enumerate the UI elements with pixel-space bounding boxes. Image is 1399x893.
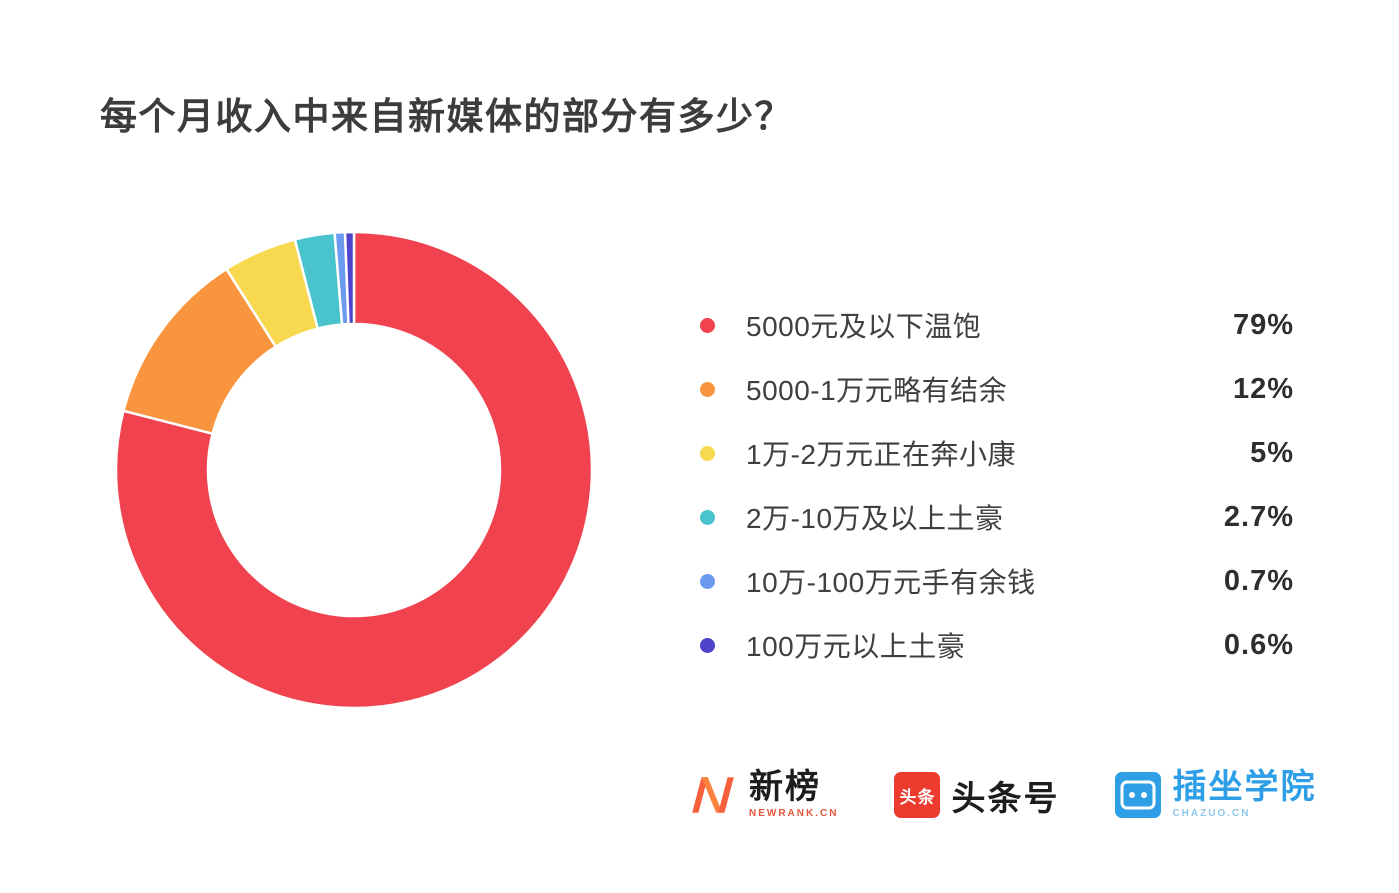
legend-item-2: 1万-2万元正在奔小康 5% [700, 421, 1294, 485]
legend-label: 100万元以上土豪 [746, 631, 966, 662]
toutiao-badge-icon: 头条 [894, 772, 941, 818]
legend-label: 5000元及以下温饱 [746, 311, 982, 342]
chazuo-face-icon [1115, 772, 1162, 818]
legend-dot [700, 317, 715, 333]
toutiao-text: 头条号 [951, 779, 1060, 818]
chazuo-logo: 插坐学院 CHAZUO.CN [1115, 770, 1316, 819]
legend-value: 2.7% [1223, 500, 1294, 533]
legend-value: 0.7% [1223, 564, 1294, 597]
legend-dot [700, 381, 715, 397]
chazuo-subtext: CHAZUO.CN [1172, 808, 1251, 820]
legend-dot [700, 573, 715, 589]
legend-dot [700, 445, 715, 461]
legend-item-3: 2万-10万及以上土豪 2.7% [700, 485, 1294, 549]
legend-label: 10万-100万元手有余钱 [746, 567, 1036, 598]
legend-item-0: 5000元及以下温饱 79% [700, 293, 1294, 357]
legend-item-1: 5000-1万元略有结余 12% [700, 357, 1294, 421]
legend-value: 5% [1250, 436, 1294, 469]
legend-item-5: 100万元以上土豪 0.6% [700, 613, 1294, 677]
donut-chart-container [113, 229, 595, 711]
legend-value: 12% [1232, 372, 1294, 405]
donut-segment-5 [343, 230, 356, 326]
legend-item-4: 10万-100万元手有余钱 0.7% [700, 549, 1294, 613]
donut-chart [114, 230, 594, 710]
chart-legend: 5000元及以下温饱 79% 5000-1万元略有结余 12% 1万-2万元正在奔小康 5… [700, 293, 1294, 677]
toutiao-logo: 头条 头条号 [894, 771, 1059, 820]
legend-dot [700, 509, 715, 525]
donut-segment-0 [114, 230, 594, 710]
legend-label: 1万-2万元正在奔小康 [746, 439, 1016, 470]
newrank-logo: 新榜 NEWRANK.CN [688, 770, 838, 820]
newrank-subtext: NEWRANK.CN [749, 808, 839, 820]
chazuo-text: 插坐学院 [1172, 768, 1317, 807]
newrank-n-icon [692, 777, 734, 813]
legend-label: 2万-10万及以上土豪 [746, 503, 1004, 534]
legend-dot [700, 637, 715, 653]
chart-title: 每个月收入中来自新媒体的部分有多少？ [100, 96, 793, 137]
legend-label: 5000-1万元略有结余 [746, 375, 1008, 406]
footer-logos: 新榜 NEWRANK.CN 头条 头条号 插坐学院 CHAZUO.CN [688, 770, 1316, 820]
newrank-text: 新榜 [749, 768, 821, 807]
legend-value: 0.6% [1223, 628, 1294, 661]
legend-value: 79% [1232, 308, 1294, 341]
